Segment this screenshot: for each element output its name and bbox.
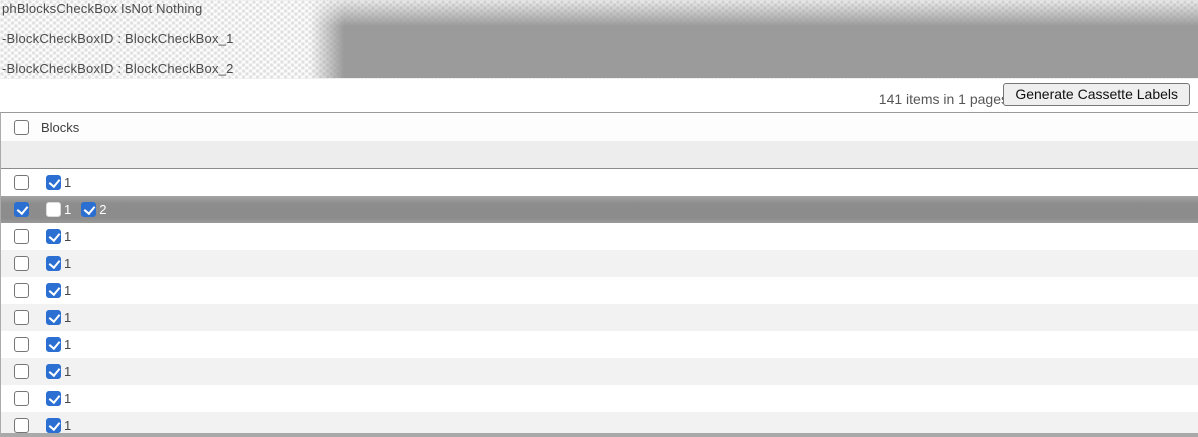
table-row[interactable]: 1 [1, 304, 1198, 331]
blocks-cell: 1 [41, 175, 71, 190]
block-checkbox[interactable] [46, 418, 61, 433]
block-checkbox[interactable] [46, 283, 61, 298]
row-select-cell [1, 175, 41, 190]
block-checkbox-item: 1 [46, 256, 71, 271]
row-select-cell [1, 391, 41, 406]
table-row[interactable]: 1 [1, 412, 1198, 437]
block-label: 1 [64, 202, 72, 217]
block-label: 1 [64, 283, 72, 298]
block-label: 1 [64, 229, 72, 244]
row-select-checkbox[interactable] [14, 364, 29, 379]
row-select-cell [1, 256, 41, 271]
blocks-cell: 1 [41, 256, 71, 271]
blocks-cell: 1 [41, 337, 71, 352]
blocks-cell: 1 [41, 364, 71, 379]
row-select-cell [1, 337, 41, 352]
block-checkbox-item: 1 [46, 202, 71, 217]
row-select-checkbox[interactable] [14, 256, 29, 271]
table-row[interactable]: 1 [1, 223, 1198, 250]
block-label: 1 [64, 337, 72, 352]
block-checkbox-item: 2 [81, 202, 106, 217]
block-label: 1 [64, 175, 72, 190]
block-checkbox[interactable] [46, 175, 61, 190]
block-checkbox-item: 1 [46, 418, 71, 433]
debug-line-2: -BlockCheckBoxID : BlockCheckBox_1 [2, 31, 234, 46]
blocks-cell: 1 [41, 283, 71, 298]
row-select-cell [1, 364, 41, 379]
block-label: 1 [64, 310, 72, 325]
row-select-checkbox[interactable] [14, 283, 29, 298]
block-checkbox-item: 1 [46, 364, 71, 379]
block-label: 2 [99, 202, 107, 217]
table-row[interactable]: 1 [1, 277, 1198, 304]
block-checkbox-item: 1 [46, 310, 71, 325]
row-select-checkbox[interactable] [14, 391, 29, 406]
block-label: 1 [64, 391, 72, 406]
block-checkbox[interactable] [46, 310, 61, 325]
block-checkbox[interactable] [81, 202, 97, 217]
block-checkbox-item: 1 [46, 391, 71, 406]
gray-overlay-block [310, 0, 1198, 78]
row-select-cell [1, 310, 41, 325]
blocks-column-header: Blocks [41, 119, 80, 135]
blocks-cell: 1 [41, 310, 71, 325]
debug-line-1: phBlocksCheckBox IsNot Nothing [2, 1, 203, 16]
row-select-cell [1, 418, 41, 433]
row-select-cell [1, 283, 41, 298]
table-row[interactable]: 1 [1, 331, 1198, 358]
table-row[interactable]: 1 [1, 169, 1198, 196]
table-row[interactable]: 1 [1, 250, 1198, 277]
row-select-cell [1, 202, 41, 217]
row-select-checkbox[interactable] [14, 310, 29, 325]
table-row[interactable]: 1 [1, 358, 1198, 385]
block-label: 1 [64, 256, 72, 271]
block-checkbox[interactable] [46, 391, 61, 406]
block-checkbox[interactable] [46, 202, 61, 217]
blocks-cell: 1 [41, 418, 71, 433]
select-all-checkbox[interactable] [14, 119, 29, 135]
grid-filter-row[interactable] [1, 141, 1198, 169]
toolbar: 141 items in 1 pages Generate Cassette L… [0, 79, 1198, 112]
block-checkbox-item: 1 [46, 283, 71, 298]
debug-line-3: -BlockCheckBoxID : BlockCheckBox_2 [2, 61, 234, 76]
items-count-label: 141 items in 1 pages [878, 91, 1008, 107]
block-label: 1 [64, 364, 72, 379]
row-select-checkbox[interactable] [14, 202, 29, 217]
block-checkbox-item: 1 [46, 337, 71, 352]
grid-header-row: Blocks [1, 113, 1198, 141]
row-select-checkbox[interactable] [14, 229, 29, 244]
row-select-checkbox[interactable] [14, 337, 29, 352]
generate-cassette-labels-button[interactable]: Generate Cassette Labels [1003, 83, 1190, 106]
debug-banner: phBlocksCheckBox IsNot Nothing -BlockChe… [0, 0, 1198, 79]
block-checkbox[interactable] [46, 337, 61, 352]
row-select-cell [1, 229, 41, 244]
header-select-cell [1, 119, 41, 135]
block-checkbox[interactable] [46, 229, 61, 244]
block-checkbox-item: 1 [46, 175, 71, 190]
block-checkbox[interactable] [46, 364, 61, 379]
block-checkbox[interactable] [46, 256, 61, 271]
row-select-checkbox[interactable] [14, 175, 29, 190]
row-select-checkbox[interactable] [14, 418, 29, 433]
bottom-gray-strip [1, 433, 1198, 437]
block-label: 1 [64, 418, 72, 433]
table-row[interactable]: 1 [1, 385, 1198, 412]
block-checkbox-item: 1 [46, 229, 71, 244]
blocks-cell: 1 [41, 391, 71, 406]
blocks-cell: 1 [41, 229, 71, 244]
